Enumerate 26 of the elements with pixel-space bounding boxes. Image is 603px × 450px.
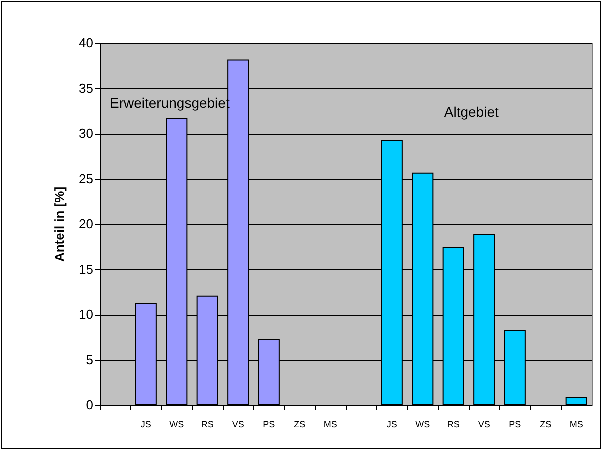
x-tick-label: RS bbox=[201, 420, 214, 430]
x-tick-label: MS bbox=[570, 420, 584, 430]
x-tick-label: WS bbox=[416, 420, 430, 430]
x-tick-label: WS bbox=[170, 420, 184, 430]
x-tick-label: RS bbox=[447, 420, 460, 430]
x-tick-label: MS bbox=[324, 420, 338, 430]
y-tick-label: 15 bbox=[79, 262, 94, 277]
y-tick-label: 20 bbox=[79, 216, 94, 232]
y-tick-label: 10 bbox=[79, 307, 94, 322]
x-tick-label: ZS bbox=[294, 420, 306, 430]
annotation: Altgebiet bbox=[444, 104, 499, 120]
x-tick-label: ZS bbox=[540, 420, 552, 430]
x-tick-label: PS bbox=[509, 420, 522, 430]
bar bbox=[566, 397, 588, 406]
y-tick-label: 5 bbox=[86, 352, 94, 368]
x-tick-label: PS bbox=[263, 420, 276, 430]
x-tick-label: JS bbox=[386, 420, 398, 430]
y-axis-title: Anteil in [%] bbox=[52, 186, 68, 262]
y-tick-label: 25 bbox=[79, 171, 94, 186]
y-tick-label: 35 bbox=[79, 80, 94, 96]
x-tick-label: JS bbox=[140, 420, 152, 430]
y-tick-label: 40 bbox=[79, 36, 94, 50]
x-tick-label: VS bbox=[478, 420, 490, 430]
y-tick-label: 30 bbox=[79, 126, 94, 141]
x-tick-label: VS bbox=[232, 420, 244, 430]
y-tick-label: 0 bbox=[86, 398, 94, 412]
